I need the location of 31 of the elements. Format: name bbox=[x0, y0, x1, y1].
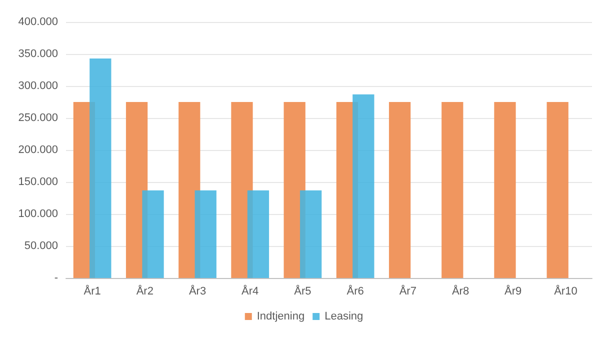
bar bbox=[494, 102, 516, 278]
x-tick-label: År5 bbox=[294, 284, 312, 298]
bar bbox=[546, 102, 568, 278]
bar bbox=[194, 190, 216, 278]
y-tick-label: 300.000 bbox=[18, 80, 58, 92]
y-tick-label: 400.000 bbox=[18, 16, 58, 28]
y-tick-label: 200.000 bbox=[18, 144, 58, 156]
legend-label: Indtjening bbox=[256, 310, 305, 322]
y-tick-label: 350.000 bbox=[18, 48, 58, 60]
x-tick-label: År7 bbox=[399, 284, 416, 298]
x-tick-label: År6 bbox=[346, 284, 364, 298]
bar bbox=[142, 190, 164, 278]
x-tick-label: År2 bbox=[136, 284, 154, 298]
bar bbox=[90, 58, 112, 278]
bar bbox=[352, 94, 374, 278]
x-tick-label: År4 bbox=[242, 284, 259, 298]
x-tick-label: År9 bbox=[504, 284, 522, 298]
y-tick-label: 250.000 bbox=[18, 112, 58, 124]
x-tick-label: År3 bbox=[188, 284, 206, 298]
x-tick-label: År10 bbox=[554, 284, 578, 298]
x-tick-label: År8 bbox=[452, 284, 470, 298]
y-tick-label: 50.000 bbox=[24, 240, 58, 252]
bar bbox=[388, 102, 411, 278]
bar bbox=[442, 102, 464, 278]
bar bbox=[300, 190, 322, 278]
x-tick-label: År1 bbox=[84, 284, 101, 298]
y-tick-label: 150.000 bbox=[18, 176, 58, 188]
y-tick-label: 100.000 bbox=[18, 208, 58, 220]
y-tick-label: - bbox=[54, 272, 58, 284]
bar bbox=[247, 190, 270, 278]
legend-label: Leasing bbox=[324, 310, 364, 322]
